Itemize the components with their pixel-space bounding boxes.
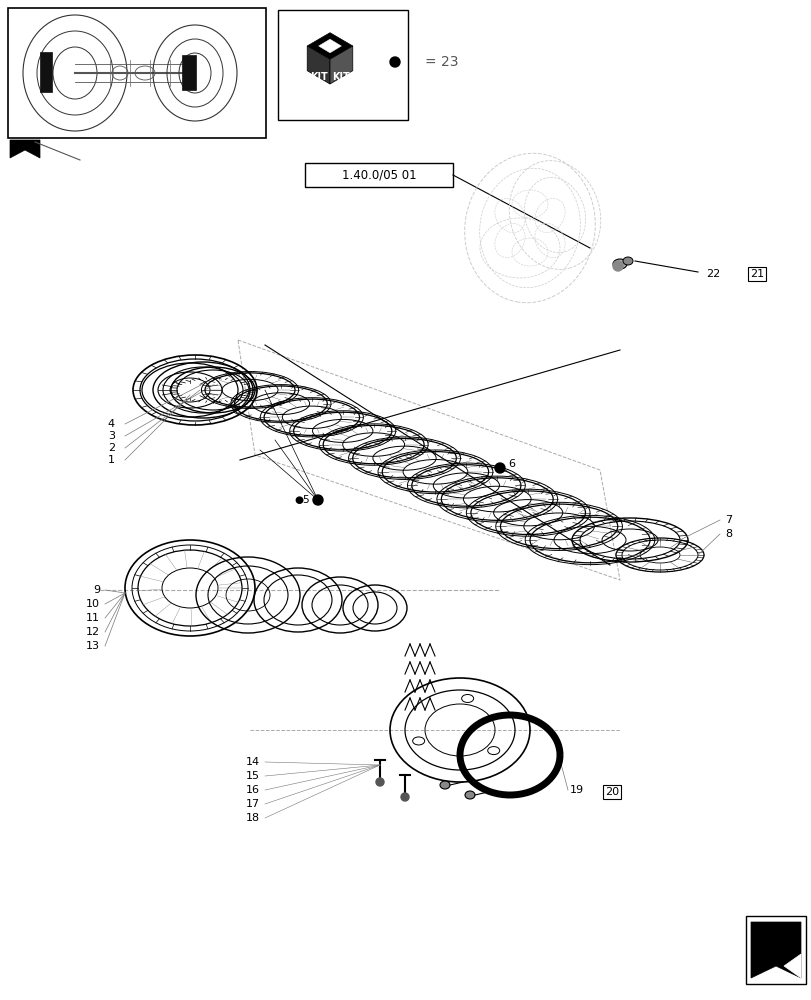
Text: 9: 9 <box>92 585 100 595</box>
Text: 4: 4 <box>108 419 115 429</box>
Text: 6: 6 <box>508 459 514 469</box>
Text: KIT: KIT <box>333 72 350 82</box>
Bar <box>745 916 805 984</box>
Ellipse shape <box>622 257 633 265</box>
Polygon shape <box>40 52 52 92</box>
Text: 12: 12 <box>86 627 100 637</box>
Bar <box>8 8 266 138</box>
Text: 2: 2 <box>108 443 115 453</box>
Circle shape <box>375 778 384 786</box>
Polygon shape <box>329 46 352 84</box>
Ellipse shape <box>465 791 474 799</box>
Bar <box>305 163 453 187</box>
Text: 14: 14 <box>246 757 260 767</box>
Text: 22: 22 <box>705 269 719 279</box>
Text: 16: 16 <box>246 785 260 795</box>
Text: = 23: = 23 <box>424 55 458 69</box>
Bar <box>277 10 407 120</box>
Text: 20: 20 <box>604 787 618 797</box>
Text: 15: 15 <box>246 771 260 781</box>
Circle shape <box>495 463 504 473</box>
Text: 8: 8 <box>724 529 732 539</box>
Text: 10: 10 <box>86 599 100 609</box>
Text: 21: 21 <box>749 269 763 279</box>
Text: ●5: ●5 <box>294 495 310 505</box>
Polygon shape <box>783 954 800 978</box>
Polygon shape <box>10 140 40 158</box>
Circle shape <box>312 495 323 505</box>
Text: 13: 13 <box>86 641 100 651</box>
Text: 3: 3 <box>108 431 115 441</box>
Ellipse shape <box>612 259 626 269</box>
Text: 7: 7 <box>724 515 732 525</box>
Polygon shape <box>750 922 800 978</box>
Text: 18: 18 <box>246 813 260 823</box>
Polygon shape <box>182 55 195 90</box>
Text: 17: 17 <box>246 799 260 809</box>
Polygon shape <box>307 46 329 84</box>
Polygon shape <box>318 39 341 53</box>
Ellipse shape <box>440 781 449 789</box>
Circle shape <box>612 261 622 271</box>
Text: 1: 1 <box>108 455 115 465</box>
Circle shape <box>401 793 409 801</box>
Polygon shape <box>307 33 352 59</box>
Text: 19: 19 <box>569 785 583 795</box>
Circle shape <box>389 57 400 67</box>
Text: KIT: KIT <box>309 72 327 82</box>
Text: 1.40.0/05 01: 1.40.0/05 01 <box>341 169 416 182</box>
Text: 11: 11 <box>86 613 100 623</box>
